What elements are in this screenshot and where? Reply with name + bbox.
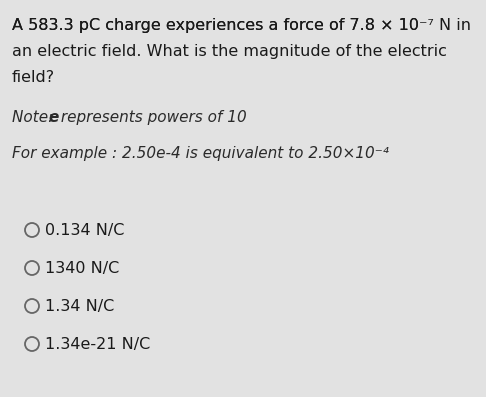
Text: For example : 2.50e-4 is equivalent to 2.50×10⁻⁴: For example : 2.50e-4 is equivalent to 2… bbox=[12, 146, 389, 161]
Text: e: e bbox=[48, 110, 58, 125]
Text: Note:: Note: bbox=[12, 110, 58, 125]
Text: 1340 N/C: 1340 N/C bbox=[45, 260, 119, 276]
Text: A 583.3 pC charge experiences a force of 7.8 × 10⁻⁷ N in: A 583.3 pC charge experiences a force of… bbox=[12, 18, 471, 33]
Text: A 583.3 pC charge experiences a force of 7.8 × 10: A 583.3 pC charge experiences a force of… bbox=[12, 18, 419, 33]
Text: an electric field. What is the magnitude of the electric: an electric field. What is the magnitude… bbox=[12, 44, 447, 59]
Text: 1.34 N/C: 1.34 N/C bbox=[45, 299, 114, 314]
Text: 1.34e-21 N/C: 1.34e-21 N/C bbox=[45, 337, 150, 351]
Text: represents powers of 10: represents powers of 10 bbox=[56, 110, 247, 125]
Text: 0.134 N/C: 0.134 N/C bbox=[45, 222, 124, 237]
Text: field?: field? bbox=[12, 70, 55, 85]
